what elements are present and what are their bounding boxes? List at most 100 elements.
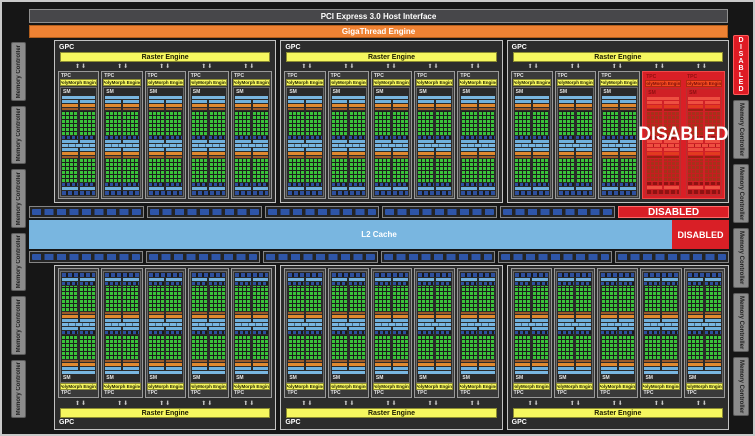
disabled-strip-letter: B — [738, 65, 743, 72]
texture-bar — [192, 187, 208, 190]
texture-bar — [149, 327, 165, 330]
ldst-dash-row — [644, 282, 660, 285]
memory-controller-strip: Memory Controller — [11, 169, 26, 228]
memory-controller-strip: Memory Controller — [11, 233, 26, 292]
ldst-dash-row — [662, 331, 678, 334]
ldst-dash-row — [461, 136, 477, 139]
instruction-buffer-bar — [332, 367, 348, 370]
core-grid — [436, 159, 451, 183]
dispatch-bar — [80, 360, 96, 362]
texture-bar — [105, 327, 121, 330]
texture-bar — [620, 187, 636, 190]
dispatch-bar — [149, 312, 165, 314]
tpc-box: SMPolyMorph EngineTPC — [684, 268, 725, 398]
instruction-buffer-bar — [601, 319, 617, 322]
warp-scheduler-bar — [393, 104, 409, 107]
instruction-buffer-bar — [393, 367, 409, 370]
instruction-buffer-bar — [436, 148, 452, 151]
texture-bar — [620, 140, 636, 143]
sm-label: SM — [461, 375, 494, 381]
ldst-dash-row — [288, 282, 304, 285]
core-grid — [662, 286, 677, 311]
warp-scheduler-bar — [559, 152, 575, 155]
instruction-buffer-bar — [166, 100, 182, 103]
instruction-buffer-bar — [123, 319, 139, 322]
sm-half-partition — [209, 100, 225, 143]
instruction-buffer-bar — [62, 100, 78, 103]
sm-half-partition — [105, 148, 121, 191]
core-grid — [576, 286, 591, 311]
disabled-strip-letter: I — [740, 44, 742, 51]
instruction-buffer-bar — [644, 367, 660, 370]
up-down-arrows-icon: ⬆⬇ — [413, 399, 455, 408]
texture-bar — [80, 327, 96, 330]
instruction-cache-bar — [644, 371, 677, 374]
texture-bar — [461, 187, 477, 190]
texture-bar — [105, 278, 121, 281]
instruction-buffer-bar — [235, 100, 251, 103]
instruction-cache-bar — [62, 96, 95, 99]
instruction-buffer-bar — [601, 367, 617, 370]
sm-core-section — [149, 278, 182, 322]
rop-group — [263, 251, 377, 263]
warp-scheduler-bar — [149, 104, 165, 107]
sm-half-partition — [418, 148, 434, 191]
core-grid — [210, 111, 225, 135]
sm-label: SM — [192, 375, 225, 381]
raster-engine-bar: Raster Engine — [60, 52, 270, 62]
texture-l1-cache-bar — [62, 323, 95, 326]
gpc-row-top: GPCRaster Engine⬆⬇⬆⬇⬆⬇⬆⬇⬆⬇TPCPolyMorph E… — [54, 40, 729, 203]
sm-core-section — [515, 278, 548, 322]
sm-label: SM — [105, 375, 138, 381]
instruction-buffer-bar — [209, 148, 225, 151]
texture-bar — [619, 327, 635, 330]
dispatch-bar — [479, 108, 495, 110]
core-grid — [619, 286, 634, 311]
sm-half-partition — [558, 327, 574, 371]
texture-l1-cache-bar — [288, 144, 321, 147]
instruction-buffer-bar — [436, 319, 452, 322]
texture-bar — [306, 327, 322, 330]
core-grid — [166, 111, 181, 135]
texture-bar — [418, 327, 434, 330]
pci-express-label: PCI Express 3.0 Host Interface — [321, 12, 437, 21]
up-down-arrows-icon: ⬆⬇ — [228, 62, 270, 71]
ldst-dash-row — [559, 136, 575, 139]
instruction-cache-bar — [461, 96, 494, 99]
core-grid — [106, 159, 121, 183]
texture-bar — [393, 327, 409, 330]
instruction-buffer-bar — [619, 319, 635, 322]
polymorph-engine-bar: PolyMorph Engine — [513, 79, 551, 86]
instruction-buffer-bar — [149, 100, 165, 103]
dispatch-bar — [576, 108, 592, 110]
sm-box: SM — [60, 87, 97, 197]
sm-half-partition — [662, 327, 678, 371]
sm-label: SM — [332, 375, 365, 381]
ldst-dash-row — [375, 282, 391, 285]
instruction-buffer-bar — [192, 319, 208, 322]
core-grid — [123, 286, 138, 311]
texture-bar — [375, 327, 391, 330]
polymorph-engine-bar: PolyMorph Engine — [686, 383, 723, 390]
texture-bar — [418, 187, 434, 190]
warp-scheduler-bar — [576, 315, 592, 318]
polymorph-engine-bar: PolyMorph Engine — [233, 383, 270, 390]
rop-group — [146, 251, 260, 263]
core-grid — [80, 111, 95, 135]
warp-scheduler-bar — [576, 363, 592, 366]
warp-scheduler-bar — [601, 363, 617, 366]
texture-bar — [375, 187, 391, 190]
dispatch-bar — [436, 156, 452, 158]
sm-half-partition — [620, 100, 636, 143]
sm-core-section — [515, 148, 549, 191]
raster-engine-bar: Raster Engine — [60, 408, 270, 418]
tpc-row: TPCPolyMorph EngineSMTPCPolyMorph Engine… — [284, 71, 498, 199]
instruction-buffer-bar — [192, 148, 208, 151]
ldst-dash-row — [479, 282, 495, 285]
ldst-dash-row — [393, 183, 409, 186]
raster-tpc-arrows-row: ⬆⬇⬆⬇⬆⬇⬆⬇⬆⬇ — [513, 62, 723, 71]
core-grid — [576, 335, 591, 360]
dispatch-bar — [253, 312, 269, 314]
instruction-buffer-bar — [80, 148, 96, 151]
texture-bar — [123, 187, 139, 190]
